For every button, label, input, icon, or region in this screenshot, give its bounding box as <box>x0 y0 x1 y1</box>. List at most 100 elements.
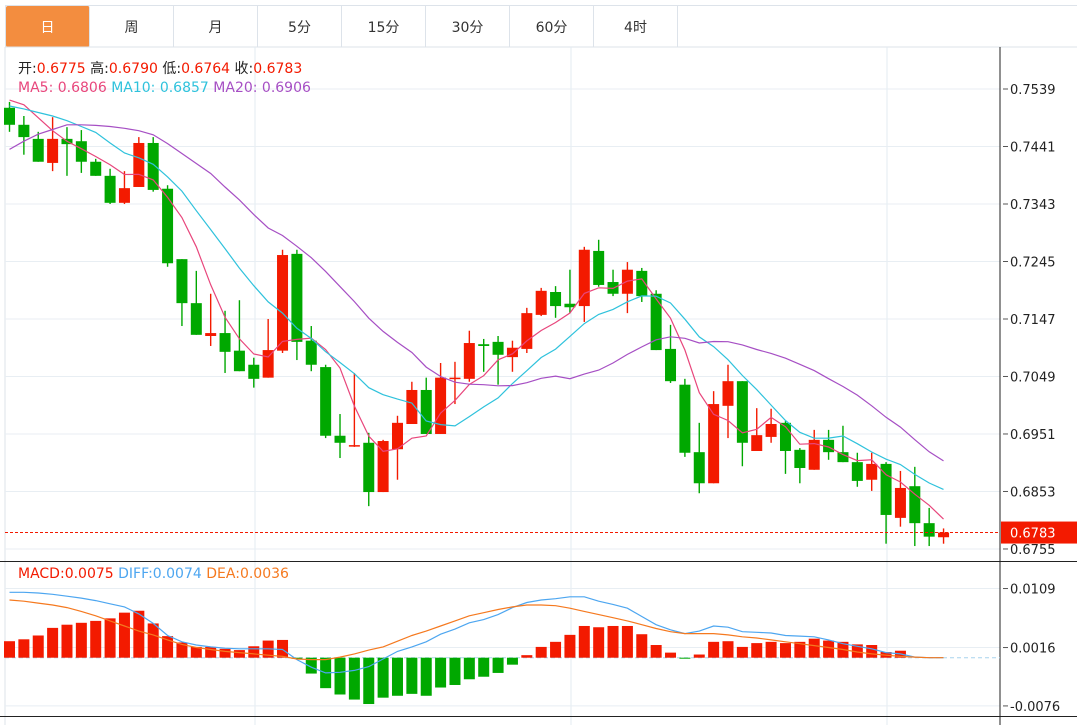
price-tick-label: 0.6853 <box>1010 485 1056 500</box>
candle <box>104 168 116 204</box>
candle <box>75 130 87 173</box>
candle <box>938 528 950 544</box>
candle <box>708 391 720 484</box>
macd-bar <box>665 652 677 658</box>
macd-bar <box>377 657 389 698</box>
candle-body <box>4 107 15 125</box>
tab-month[interactable]: 月 <box>174 6 258 47</box>
macd-bar <box>823 640 835 658</box>
candle <box>779 421 791 474</box>
candle-body <box>665 348 677 382</box>
candle <box>305 326 317 372</box>
candle <box>449 361 461 405</box>
macd-bar <box>32 635 44 658</box>
macd-bar <box>550 641 562 658</box>
macd-bar <box>305 657 317 674</box>
candle <box>851 452 863 487</box>
macd-bar <box>190 646 202 658</box>
macd-bar <box>4 641 15 658</box>
macd-bar <box>478 657 490 677</box>
candle <box>808 429 820 470</box>
macd-bar <box>205 646 217 658</box>
candle <box>665 324 677 383</box>
tab-15min[interactable]: 15分 <box>342 6 426 47</box>
candle <box>18 115 30 155</box>
macd-bar <box>650 645 662 658</box>
candle-body <box>162 188 174 264</box>
candle <box>377 439 389 493</box>
macd-bar <box>779 643 791 658</box>
diff-label: DIFF: <box>118 566 153 582</box>
macd-bar <box>219 648 231 658</box>
ma10-legend: MA10: 0.6857 <box>111 80 209 96</box>
candle-body <box>391 422 403 450</box>
macd-bar <box>363 657 375 705</box>
candle-body <box>909 486 921 524</box>
candle-body <box>880 463 892 515</box>
candle-body <box>363 442 375 493</box>
tab-60min[interactable]: 60分 <box>510 6 594 47</box>
open-value: 0.6775 <box>36 61 86 77</box>
candle <box>593 239 605 287</box>
tab-30min[interactable]: 30分 <box>426 6 510 47</box>
candle <box>578 246 590 322</box>
candle-body <box>248 364 260 379</box>
candle-body <box>75 141 87 162</box>
period-tabs: 日 周 月 5分 15分 30分 60分 4时 <box>5 5 1077 47</box>
macd-bar <box>391 657 403 696</box>
candle-body <box>377 441 389 493</box>
candle <box>506 340 518 372</box>
macd-legend-item: MACD:0.0075 <box>18 566 114 582</box>
macd-bar <box>420 657 432 696</box>
candle-body <box>435 377 447 434</box>
candle <box>291 249 303 361</box>
tab-week[interactable]: 周 <box>90 6 174 47</box>
candle <box>277 249 289 354</box>
candle-body <box>736 381 748 443</box>
candle-body <box>320 367 332 436</box>
candle <box>47 117 59 172</box>
candle <box>190 270 202 335</box>
candle-body <box>866 463 878 480</box>
candle <box>736 381 748 467</box>
macd-bar <box>277 639 289 658</box>
tab-day[interactable]: 日 <box>6 6 90 47</box>
ma20-value: 0.6906 <box>261 80 311 96</box>
candle-body <box>564 303 576 308</box>
candle <box>550 286 562 318</box>
ma10-value: 0.6857 <box>159 80 209 96</box>
candle <box>894 470 906 527</box>
macd-bar <box>449 657 461 685</box>
macd-bar <box>578 625 590 658</box>
candle <box>4 101 15 132</box>
tab-4hour[interactable]: 4时 <box>594 6 678 47</box>
candle <box>61 127 73 176</box>
candle <box>391 415 403 480</box>
candle <box>564 269 576 314</box>
open-label: 开: <box>18 61 37 77</box>
macd-bar <box>47 627 59 658</box>
diff-line <box>9 591 944 674</box>
candle-body <box>837 452 849 463</box>
macd-bar <box>808 638 820 658</box>
candle <box>693 422 705 494</box>
candle-body <box>291 253 303 342</box>
macd-bar <box>492 657 504 673</box>
tab-5min[interactable]: 5分 <box>258 6 342 47</box>
macd-bar <box>133 610 145 658</box>
candle-body <box>693 452 705 484</box>
last-price-label: 0.6783 <box>1010 527 1056 542</box>
macd-bar <box>248 646 260 658</box>
candle <box>478 338 490 372</box>
candle <box>334 414 346 459</box>
candle-body <box>47 138 59 163</box>
candle-body <box>348 445 360 447</box>
macd-bar <box>564 634 576 658</box>
macd-bar <box>506 657 518 665</box>
candle <box>535 287 547 317</box>
candle <box>205 293 217 346</box>
dea-line <box>9 599 944 661</box>
candle <box>219 310 231 373</box>
candle <box>118 171 130 204</box>
